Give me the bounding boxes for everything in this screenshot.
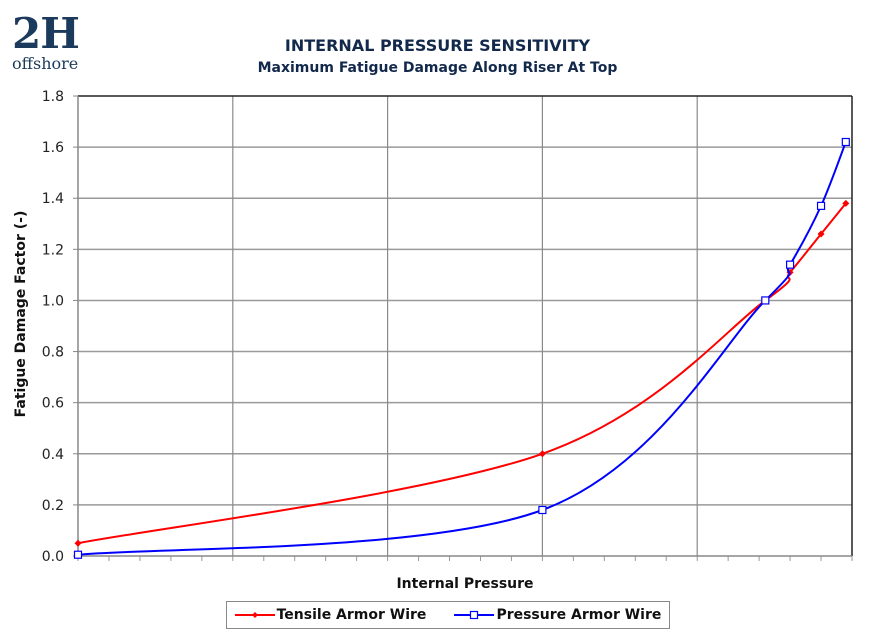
data-point (761, 296, 770, 305)
y-tick-label: 0.6 (42, 396, 64, 412)
legend-label: Pressure Armor Wire (496, 607, 662, 623)
legend-item-pressure: Pressure Armor Wire (454, 607, 661, 623)
data-point (817, 230, 825, 238)
data-point (842, 199, 850, 207)
y-tick-label: 1.0 (42, 293, 64, 309)
data-point (785, 260, 795, 269)
legend: Tensile Armor Wire Pressure Armor Wire (226, 601, 670, 629)
data-point (74, 539, 82, 547)
data-point (538, 505, 547, 515)
chart-subtitle: Maximum Fatigue Damage Along Riser At To… (257, 60, 618, 76)
data-point (538, 450, 546, 458)
series-tensile-armor-wire (74, 199, 850, 547)
series-line (77, 141, 847, 556)
grid-lines (73, 95, 853, 561)
y-axis-label: Fatigue Damage Factor (-) (13, 211, 29, 418)
y-tick-label: 1.8 (42, 89, 64, 105)
data-point (841, 137, 850, 147)
y-tick-label: 0.8 (42, 345, 64, 361)
x-axis-label: Internal Pressure (396, 576, 533, 592)
legend-line-square-icon (454, 610, 495, 620)
y-tick-label: 0.2 (42, 498, 64, 514)
company-logo: 2H offshore (12, 9, 80, 73)
y-tick-label: 0.4 (42, 447, 64, 463)
y-tick-label: 0.0 (42, 549, 64, 565)
y-tick-label: 1.2 (42, 242, 64, 258)
series-pressure-armor-wire (73, 137, 850, 559)
chart-plot: 0.0 0.2 0.4 0.6 0.8 1.0 1.2 1.4 1.6 1.8 Internal … (13, 89, 853, 592)
data-point (73, 550, 83, 559)
series-line (77, 202, 847, 545)
y-tick-labels: 0.0 0.2 0.4 0.6 0.8 1.0 1.2 1.4 1.6 1.8 (42, 89, 64, 565)
y-tick-label: 1.6 (42, 140, 64, 156)
chart-title: INTERNAL PRESSURE SENSITIVITY (284, 36, 591, 55)
legend-line-diamond-icon (234, 612, 275, 618)
logo-brand: 2H (12, 9, 80, 58)
data-point (816, 201, 826, 210)
logo-subtext: offshore (12, 54, 79, 73)
legend-label: Tensile Armor Wire (276, 607, 427, 623)
legend-item-tensile: Tensile Armor Wire (234, 607, 427, 623)
y-tick-label: 1.4 (42, 191, 64, 207)
series-group (73, 137, 850, 559)
